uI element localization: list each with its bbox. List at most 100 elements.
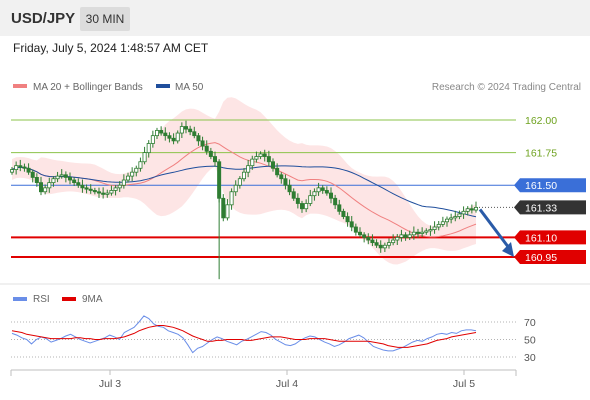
candle (270, 158, 275, 172)
candle (283, 174, 288, 190)
candle (262, 149, 267, 162)
candle (461, 206, 466, 219)
rsi-tick-label: 30 (524, 352, 536, 364)
candle (51, 176, 56, 187)
candle (126, 172, 131, 183)
candle (101, 187, 106, 199)
candle (465, 206, 470, 216)
timeframe-button[interactable]: 30 MIN (80, 7, 130, 31)
candle (47, 177, 52, 193)
candle (316, 182, 321, 196)
candle (444, 216, 449, 227)
candle (109, 185, 114, 196)
candle (362, 232, 367, 243)
candle (225, 199, 230, 221)
candle (229, 188, 234, 210)
candle (237, 176, 242, 189)
candle (349, 216, 354, 232)
candle (167, 132, 172, 143)
candle (146, 140, 151, 158)
candle (34, 173, 39, 187)
candle (411, 226, 416, 240)
candle (68, 172, 73, 185)
candle (63, 171, 68, 183)
candle (18, 159, 23, 172)
level-badge-4: 161.10 (514, 230, 586, 245)
rsi-legend-swatch (13, 297, 27, 301)
candle (345, 212, 350, 227)
candle (391, 234, 396, 246)
candle (366, 233, 371, 245)
candle (357, 227, 362, 238)
x-axis: Jul 3 Jul 4 Jul 5 (99, 370, 475, 390)
candle (386, 238, 391, 249)
candle (353, 223, 358, 236)
candle (328, 187, 333, 204)
candle (212, 151, 217, 167)
ma50-legend-label: MA 50 (175, 82, 204, 93)
candle (266, 150, 271, 166)
candle (150, 130, 155, 148)
candle (142, 146, 147, 165)
candle (196, 133, 201, 146)
candle (436, 220, 441, 231)
chart-datetime: Friday, July 5, 2024 1:48:57 AM CET (13, 41, 209, 55)
level-label-3: 161.33 (525, 202, 557, 214)
candle (312, 188, 317, 201)
symbol-title: USD/JPY (11, 10, 76, 27)
candle (258, 151, 263, 160)
candle (97, 187, 102, 199)
candle (403, 232, 408, 241)
candle (138, 157, 143, 172)
forecast-arrow-head (502, 242, 514, 257)
candle (304, 199, 309, 213)
rsi-tick-label: 50 (524, 335, 536, 347)
candle (395, 234, 400, 245)
level-badge-3: 161.33 (514, 200, 586, 215)
candle (453, 210, 458, 222)
rsi-ma-legend-swatch (62, 297, 76, 301)
candle (163, 127, 168, 141)
candle (420, 227, 425, 237)
rsi-pane: 70 50 30 (11, 315, 536, 364)
candle (204, 140, 209, 155)
candle (469, 204, 474, 214)
candles (9, 120, 478, 280)
candle (250, 155, 255, 170)
level-label-1: 161.75 (525, 148, 557, 160)
level-label-5: 160.95 (525, 252, 557, 264)
candle (175, 130, 180, 144)
candle (424, 228, 429, 235)
candle (117, 181, 122, 193)
x-tick-label: Jul 3 (99, 378, 121, 390)
ma50-legend-swatch (156, 84, 170, 88)
forecast-arrow (478, 208, 514, 257)
candle (432, 221, 437, 234)
candle (130, 167, 135, 182)
candle (399, 229, 404, 242)
candle (221, 194, 226, 222)
candle (159, 126, 164, 136)
candle (88, 184, 93, 194)
level-badge-5: 160.95 (514, 250, 586, 264)
candle (55, 171, 60, 183)
candle (428, 225, 433, 236)
candle (473, 201, 478, 213)
candle (233, 180, 238, 196)
candle (76, 178, 81, 188)
candle (320, 185, 325, 194)
research-credit: Research © 2024 Trading Central (432, 82, 581, 93)
candle (9, 166, 14, 175)
candle (279, 172, 284, 184)
forecast-arrow-shaft (478, 208, 511, 249)
candle (299, 200, 304, 213)
candle (154, 127, 159, 140)
candle (59, 169, 64, 179)
rsi-ma-legend-label: 9MA (82, 294, 103, 305)
candle (200, 136, 205, 151)
candle (171, 133, 176, 145)
candle (374, 239, 379, 248)
candle (275, 163, 280, 178)
candle (26, 163, 31, 175)
